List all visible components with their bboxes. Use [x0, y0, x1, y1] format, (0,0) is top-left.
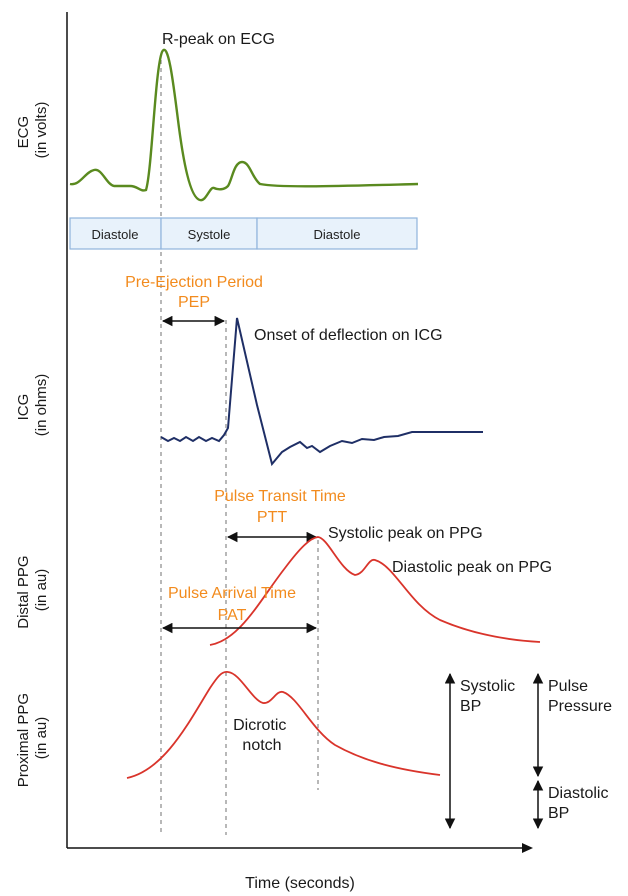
pat-title: Pulse Arrival Time — [168, 585, 296, 602]
pulse-pressure-label: Pulse Pressure — [548, 678, 612, 715]
phase-label-systole: Systole — [188, 227, 231, 242]
x-axis-label: Time (seconds) — [245, 875, 355, 892]
dicrotic-notch-label: Dicrotic notch — [233, 717, 291, 754]
cardiac-phase-bar: Diastole Systole Diastole — [69, 217, 418, 250]
phase-label-diastole-1: Diastole — [92, 227, 139, 242]
diastolic-peak-label: Diastolic peak on PPG — [392, 559, 552, 576]
r-peak-label: R-peak on ECG — [162, 31, 275, 48]
icg-onset-label: Onset of deflection on ICG — [254, 327, 443, 344]
pat-abbr: PAT — [218, 607, 247, 624]
phase-diastole-1 — [69, 217, 162, 250]
x-axis-arrowhead — [522, 843, 533, 853]
systolic-peak-label: Systolic peak on PPG — [328, 525, 483, 542]
proximal-ppg-axis-label: Proximal PPG (in au) — [15, 689, 50, 787]
phase-systole — [160, 217, 258, 250]
pep-title: Pre-Ejection Period — [125, 274, 263, 291]
ecg-signal — [69, 48, 419, 202]
ptt-abbr: PTT — [257, 509, 287, 526]
systolic-bp-label: Systolic BP — [460, 678, 520, 715]
proximal-ppg-signal — [126, 671, 441, 779]
phase-label-diastole-2: Diastole — [314, 227, 361, 242]
distal-ppg-signal — [209, 536, 541, 646]
pep-abbr: PEP — [178, 294, 210, 311]
ptt-title: Pulse Transit Time — [214, 488, 346, 505]
icg-axis-label: ICG (in ohms) — [15, 374, 50, 437]
diastolic-bp-label: Diastolic BP — [548, 785, 613, 822]
icg-signal — [160, 317, 483, 467]
distal-ppg-axis-label: Distal PPG (in au) — [15, 551, 50, 629]
ecg-axis-label: ECG (in volts) — [15, 102, 50, 159]
phase-diastole-2 — [256, 217, 418, 250]
